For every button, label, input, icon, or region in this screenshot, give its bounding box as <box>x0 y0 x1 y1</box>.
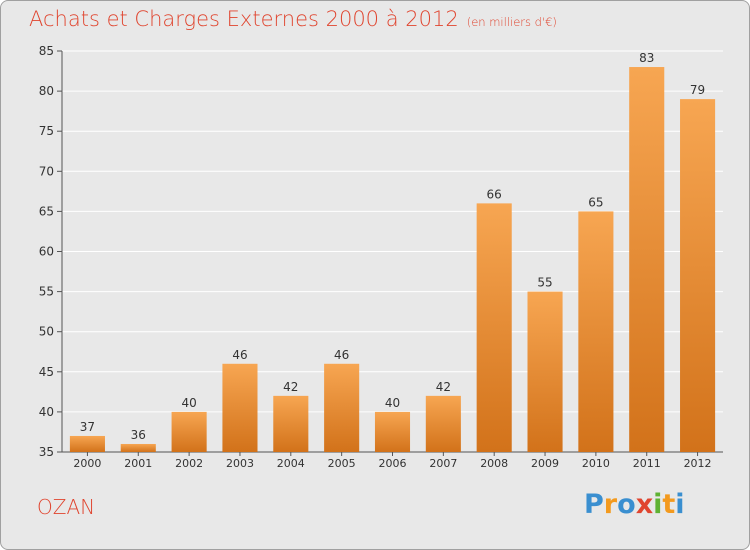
chart-title: Achats et Charges Externes 2000 à 2012 (e… <box>29 7 557 31</box>
bar-value-label: 66 <box>487 187 502 201</box>
y-tick-label: 50 <box>39 325 54 339</box>
x-tick-label: 2009 <box>531 457 559 470</box>
logo-letter: x <box>635 489 654 520</box>
bar-value-label: 83 <box>639 51 654 65</box>
bar-value-label: 40 <box>181 396 196 410</box>
y-tick-label: 75 <box>39 124 54 138</box>
x-tick-label: 2004 <box>277 457 305 470</box>
bar-value-label: 79 <box>690 83 705 97</box>
bar-value-label: 42 <box>283 380 298 394</box>
x-tick-label: 2008 <box>480 457 508 470</box>
chart-title-text: Achats et Charges Externes 2000 à 2012 <box>29 7 459 31</box>
x-tick-label: 2001 <box>124 457 152 470</box>
x-tick-label: 2011 <box>633 457 661 470</box>
logo-letter: t <box>662 489 676 520</box>
bar <box>425 395 461 452</box>
bar <box>171 411 207 452</box>
bar <box>324 363 360 452</box>
bar <box>578 211 614 452</box>
x-tick-label: 2003 <box>226 457 254 470</box>
logo-letter: i <box>653 489 663 520</box>
bar-value-label: 46 <box>334 348 349 362</box>
bar <box>374 411 411 452</box>
bar-value-label: 37 <box>80 420 95 434</box>
y-tick-label: 45 <box>39 365 54 379</box>
y-tick-label: 65 <box>39 204 54 218</box>
x-tick-label: 2000 <box>73 457 101 470</box>
x-tick-label: 2012 <box>684 457 712 470</box>
y-tick-label: 70 <box>39 164 54 178</box>
y-tick-label: 80 <box>39 84 54 98</box>
x-tick-label: 2010 <box>582 457 610 470</box>
proxiti-logo: Proxiti <box>584 489 685 520</box>
bar-value-label: 36 <box>131 428 146 442</box>
bar <box>476 203 512 452</box>
logo-letter: i <box>675 489 685 520</box>
y-tick-label: 85 <box>39 44 54 58</box>
logo-letter: r <box>603 489 618 520</box>
bar-value-label: 42 <box>436 380 451 394</box>
x-tick-label: 2007 <box>429 457 457 470</box>
chart-unit: (en milliers d'€) <box>466 15 557 29</box>
x-tick-label: 2006 <box>379 457 407 470</box>
logo-letter: P <box>584 489 604 520</box>
bar <box>527 291 563 452</box>
x-tick-label: 2005 <box>328 457 356 470</box>
bar-value-label: 46 <box>232 348 247 362</box>
logo-letter: o <box>617 489 636 520</box>
bar <box>629 67 665 452</box>
bar <box>222 363 258 452</box>
bar-value-label: 40 <box>385 396 400 410</box>
y-tick-label: 60 <box>39 245 54 259</box>
commune-name: OZAN <box>37 495 96 519</box>
bar-value-label: 65 <box>588 195 603 209</box>
bar <box>273 395 309 452</box>
bar <box>680 99 716 453</box>
y-tick-label: 55 <box>39 285 54 299</box>
bar <box>69 435 105 452</box>
y-tick-label: 35 <box>39 445 54 459</box>
bar-value-label: 55 <box>537 276 552 290</box>
bar <box>120 443 156 452</box>
y-tick-label: 40 <box>39 405 54 419</box>
x-tick-label: 2002 <box>175 457 203 470</box>
